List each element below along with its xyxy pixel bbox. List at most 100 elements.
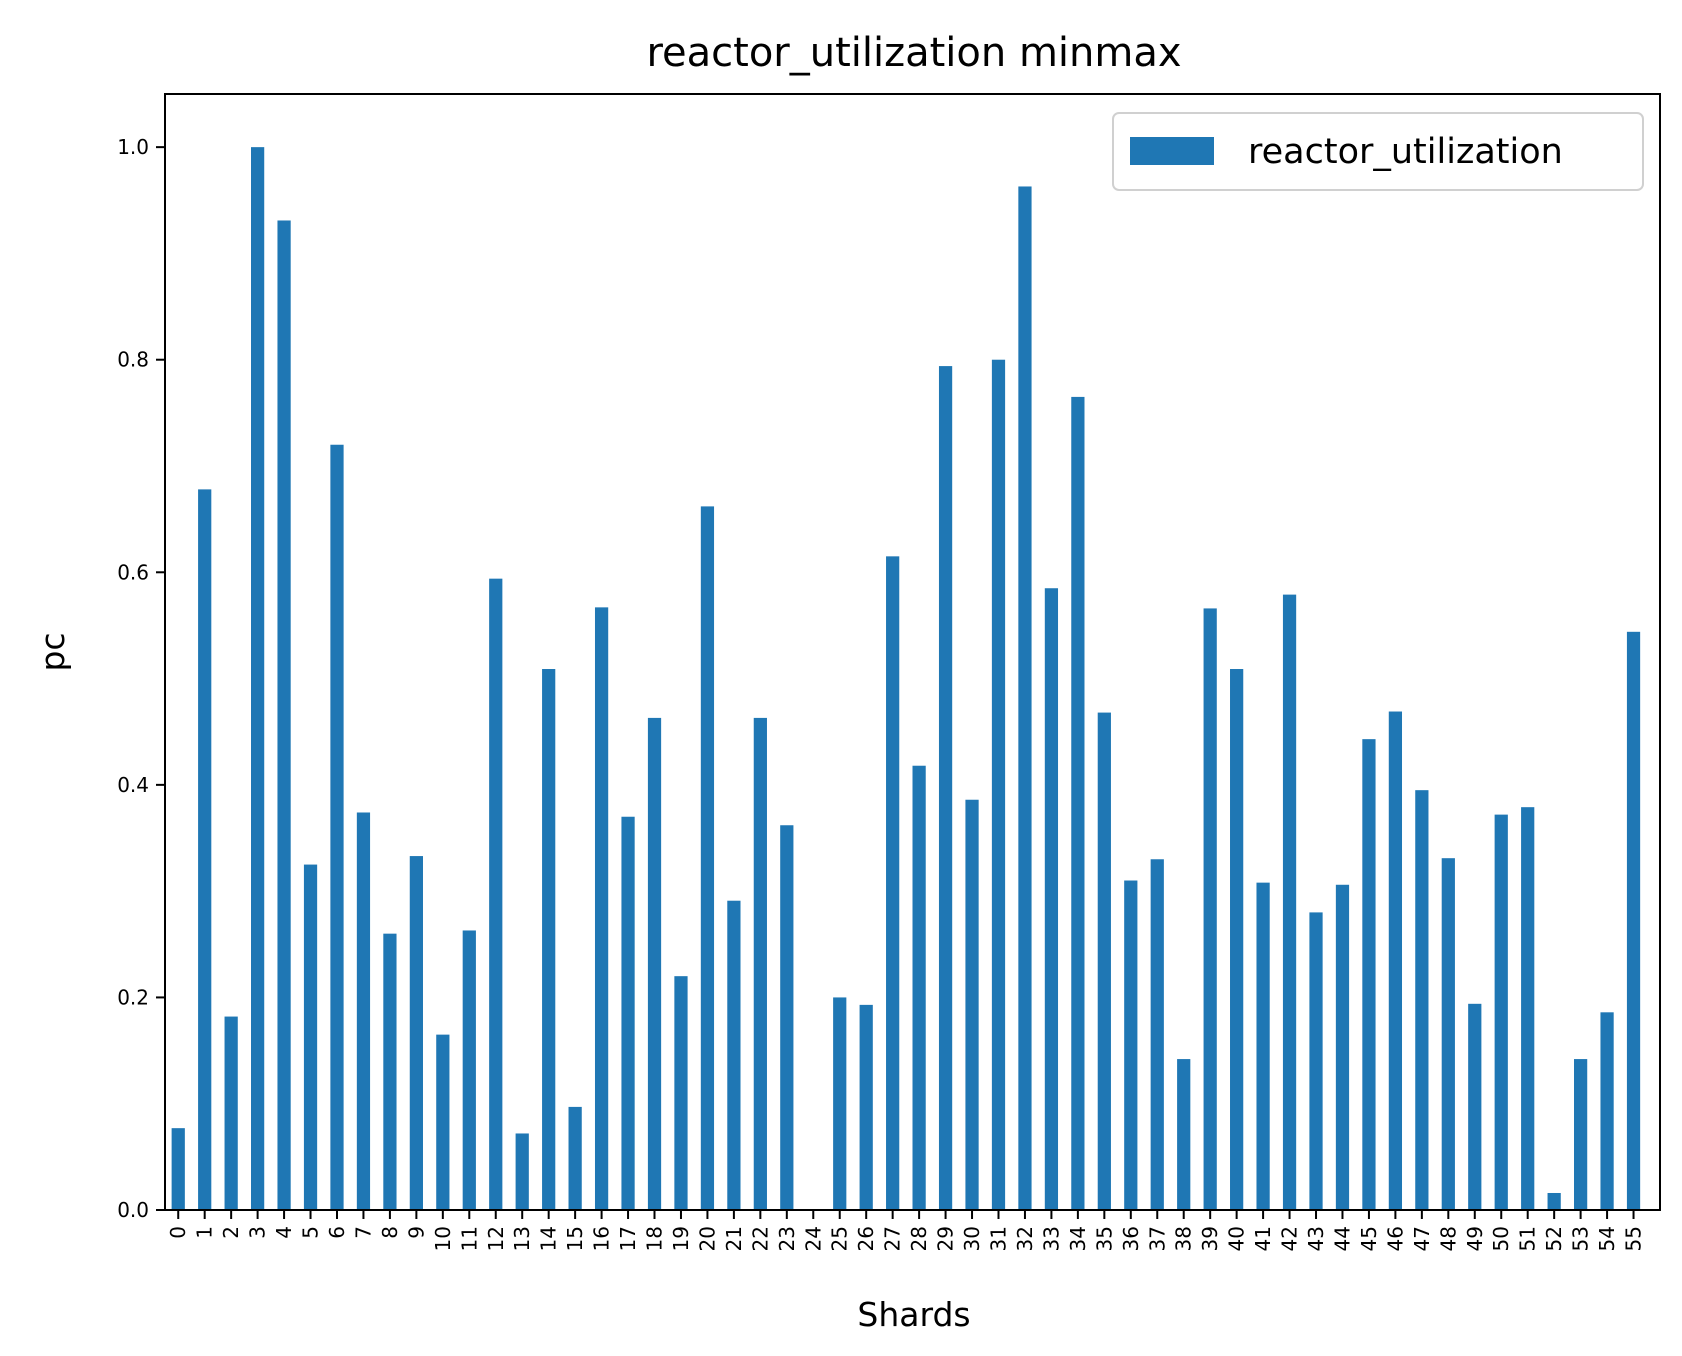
bar-shard-6	[330, 444, 344, 1210]
x-tick-label: 40	[1225, 1226, 1249, 1251]
x-tick-label: 36	[1119, 1226, 1143, 1251]
y-tick-label: 0.8	[117, 348, 149, 372]
bar-shard-45	[1362, 739, 1376, 1210]
x-tick-label: 0	[166, 1226, 190, 1239]
bar-shard-2	[224, 1016, 238, 1210]
x-tick-label: 15	[563, 1226, 587, 1251]
x-tick-label: 37	[1145, 1226, 1169, 1251]
bar-shard-20	[700, 506, 715, 1210]
bar-shard-11	[462, 930, 476, 1210]
x-tick-label: 1	[193, 1226, 217, 1239]
x-tick-label: 22	[748, 1226, 772, 1251]
y-tick-label: 0.2	[117, 985, 149, 1009]
bars-group	[171, 147, 1641, 1211]
x-tick-label: 24	[801, 1226, 825, 1251]
x-tick-label: 43	[1304, 1226, 1328, 1251]
x-tick-label: 45	[1357, 1226, 1381, 1251]
bar-shard-7	[356, 812, 371, 1210]
x-axis-label: Shards	[857, 1295, 970, 1334]
bar-shard-54	[1600, 1012, 1614, 1210]
bar-shard-22	[753, 717, 767, 1210]
x-tick-label: 25	[828, 1226, 852, 1251]
x-tick-label: 2	[219, 1226, 243, 1239]
bar-shard-47	[1415, 790, 1429, 1210]
bar-shard-4	[277, 220, 291, 1211]
bar-shard-41	[1256, 882, 1270, 1210]
x-tick-label: 10	[431, 1226, 455, 1251]
x-tick-label: 20	[695, 1226, 719, 1251]
x-tick-label: 28	[907, 1226, 931, 1251]
bar-shard-49	[1468, 1003, 1482, 1210]
bar-shard-15	[568, 1106, 582, 1210]
x-tick-label: 12	[484, 1226, 508, 1251]
x-tick-label: 11	[457, 1226, 481, 1251]
bar-shard-25	[833, 997, 847, 1210]
x-axis: 0 1 2 3 4 5 6 7 8 9 10 11 12 13 14 15 16 17 18 19 20 21 22 23 24…	[166, 1210, 1646, 1251]
legend-label: reactor_utilization	[1248, 132, 1563, 172]
y-tick-label: 1.0	[117, 135, 149, 159]
x-tick-label: 41	[1251, 1226, 1275, 1251]
x-tick-label: 9	[404, 1226, 428, 1239]
bar-shard-28	[912, 765, 926, 1210]
x-tick-label: 38	[1172, 1226, 1196, 1251]
bar-shard-5	[303, 864, 318, 1210]
bar-shard-48	[1441, 858, 1455, 1210]
x-tick-label: 54	[1595, 1226, 1619, 1251]
bar-shard-39	[1203, 608, 1217, 1210]
x-tick-label: 14	[537, 1226, 561, 1251]
x-tick-label: 6	[325, 1226, 349, 1239]
x-tick-label: 5	[299, 1226, 323, 1239]
bar-shard-14	[542, 669, 556, 1210]
bar-shard-31	[991, 359, 1006, 1211]
x-tick-label: 44	[1330, 1226, 1354, 1251]
y-tick-label: 0.6	[117, 560, 149, 584]
x-tick-label: 48	[1436, 1226, 1460, 1251]
plot-frame	[164, 93, 1661, 1211]
y-tick-label: 0.4	[117, 773, 149, 797]
bar-shard-8	[383, 933, 397, 1210]
bar-shard-29	[938, 366, 953, 1211]
x-tick-label: 39	[1198, 1226, 1222, 1251]
bar-shard-26	[859, 1004, 873, 1210]
x-tick-label: 33	[1039, 1226, 1063, 1251]
legend-swatch	[1130, 137, 1214, 165]
x-tick-label: 34	[1066, 1226, 1090, 1251]
bar-shard-53	[1574, 1059, 1588, 1210]
x-tick-label: 19	[669, 1226, 693, 1251]
bar-shard-33	[1044, 588, 1059, 1210]
x-tick-label: 47	[1410, 1226, 1434, 1251]
x-tick-label: 50	[1489, 1226, 1513, 1251]
x-tick-label: 32	[1013, 1226, 1037, 1251]
bar-shard-1	[198, 489, 212, 1210]
bar-shard-51	[1521, 807, 1535, 1210]
chart-title: reactor_utilization minmax	[646, 30, 1181, 76]
bar-shard-18	[647, 717, 662, 1210]
y-axis: 0.0 0.2 0.4 0.6 0.8 1.0	[117, 135, 165, 1222]
bar-shard-30	[965, 799, 979, 1210]
x-tick-label: 3	[246, 1226, 270, 1239]
x-tick-label: 29	[934, 1226, 958, 1251]
x-tick-label: 4	[272, 1226, 296, 1239]
x-tick-label: 52	[1542, 1226, 1566, 1251]
x-tick-label: 51	[1516, 1226, 1540, 1251]
bar-shard-34	[1071, 396, 1085, 1210]
legend: reactor_utilization	[1112, 112, 1644, 191]
bar-shard-46	[1388, 711, 1403, 1210]
bar-shard-35	[1097, 712, 1111, 1210]
x-tick-label: 49	[1463, 1226, 1487, 1251]
bar-shard-21	[727, 900, 741, 1210]
x-tick-label: 8	[378, 1226, 402, 1239]
bar-shard-50	[1494, 814, 1508, 1210]
bar-shard-17	[621, 816, 635, 1210]
bar-shard-37	[1150, 859, 1164, 1210]
bar-shard-32	[1018, 186, 1032, 1211]
x-tick-label: 17	[616, 1226, 640, 1251]
bar-shard-55	[1626, 631, 1641, 1210]
x-tick-label: 42	[1278, 1226, 1302, 1251]
bar-shard-36	[1124, 880, 1138, 1210]
bar-shard-12	[489, 578, 503, 1210]
x-tick-label: 26	[854, 1226, 878, 1251]
y-tick-label: 0.0	[117, 1198, 149, 1222]
